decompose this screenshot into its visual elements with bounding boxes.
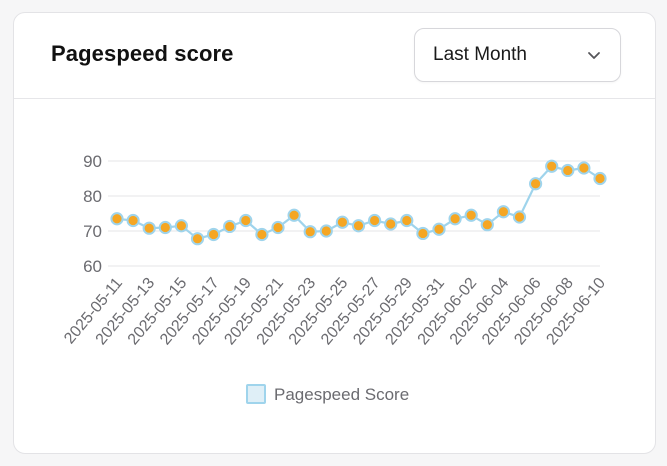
- card-header: Pagespeed score Last Month: [14, 13, 655, 99]
- pagespeed-line-chart: 607080902025-05-112025-05-132025-05-1520…: [61, 152, 609, 348]
- y-tick-label: 90: [83, 152, 102, 171]
- data-point: [255, 227, 269, 242]
- data-point: [400, 213, 414, 228]
- data-point: [335, 215, 349, 229]
- card-title: Pagespeed score: [51, 41, 234, 66]
- data-point: [319, 224, 333, 238]
- data-point: [126, 213, 140, 228]
- data-point: [512, 210, 527, 224]
- data-point: [496, 205, 510, 219]
- pagespeed-card: Pagespeed score Last Month 60 70 80 90 2025-…: [13, 12, 656, 454]
- data-point: [448, 212, 462, 226]
- data-point: [271, 220, 285, 235]
- data-point: [561, 163, 575, 178]
- date-range-select[interactable]: Last Month: [414, 28, 621, 82]
- legend-label: Pagespeed Score: [274, 385, 410, 404]
- data-point: [577, 161, 591, 175]
- chevron-down-icon: [588, 52, 600, 59]
- data-point: [529, 177, 543, 191]
- data-point: [239, 213, 253, 228]
- data-point: [368, 213, 382, 228]
- data-point: [190, 232, 205, 246]
- data-point: [416, 226, 430, 241]
- data-point: [287, 208, 301, 222]
- data-point: [223, 219, 237, 234]
- legend-swatch: [246, 384, 266, 404]
- data-point: [142, 221, 156, 235]
- data-point: [464, 208, 478, 222]
- data-point: [593, 171, 607, 186]
- chart-area: 60 70 80 90 2025-05-11 2025-05-13 2025-05-15 20…: [14, 99, 655, 453]
- data-point: [303, 225, 317, 239]
- data-point: [480, 218, 494, 232]
- data-point: [432, 222, 446, 236]
- data-point: [545, 159, 559, 173]
- y-tick-label: 80: [83, 187, 102, 206]
- y-tick-label: 60: [83, 257, 102, 276]
- y-tick-label: 70: [83, 222, 102, 241]
- data-point: [207, 227, 221, 242]
- data-point: [158, 220, 172, 235]
- data-point: [174, 219, 188, 233]
- data-point: [384, 217, 398, 231]
- date-range-selected-value: Last Month: [433, 44, 527, 65]
- data-point: [351, 219, 366, 233]
- data-point: [110, 212, 124, 226]
